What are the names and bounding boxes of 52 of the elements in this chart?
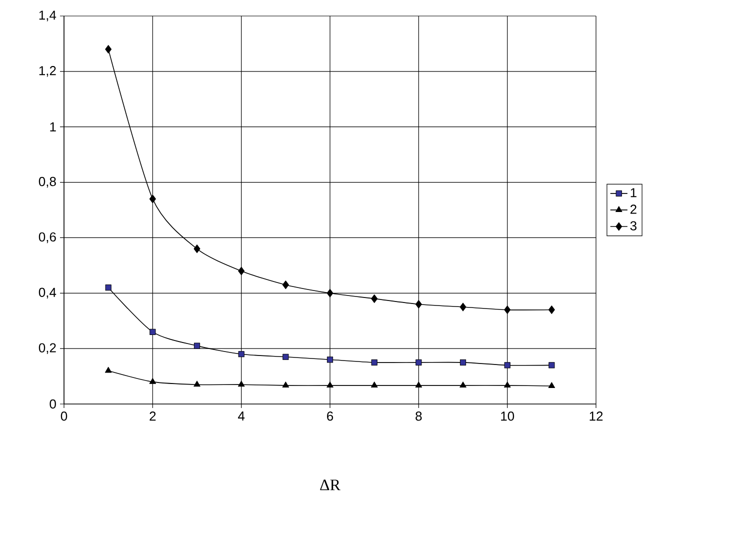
x-tick-label: 6 [327,412,334,421]
legend-label: 2 [630,204,636,214]
point [150,328,156,335]
point [460,359,466,366]
point [194,244,200,254]
point [238,266,245,276]
point [194,380,200,387]
legend-label: 3 [630,221,636,230]
point [282,354,289,360]
point [504,382,511,388]
point [104,366,112,373]
point [548,306,555,314]
x-tick-label: 10 [501,412,514,421]
point [326,382,334,388]
point [282,382,290,388]
point [105,45,112,54]
x-tick-label: 0 [60,412,68,421]
y-tick-label: 1,2 [39,66,56,77]
point [460,382,466,388]
point [149,378,156,384]
y-tick-label: 1 [50,122,56,132]
point [326,288,334,298]
point [371,294,378,303]
y-tick-label: 0,4 [38,288,56,299]
point [548,362,555,368]
point [504,362,510,368]
point [415,300,422,308]
point [504,306,511,314]
y-tick-label: 0,2 [38,343,56,354]
x-tick-label: 2 [150,412,156,421]
x-axis-title: ΔR [320,480,340,490]
y-tick-label: 0,8 [38,176,56,188]
point [416,359,422,366]
point [105,284,112,291]
point [415,382,422,388]
x-tick-label: 4 [238,412,245,420]
y-tick-label: 1,4 [39,10,56,22]
point [370,382,378,388]
y-tick-label: 0,6 [38,232,56,244]
point [238,380,245,387]
point [371,359,378,366]
x-tick-label: 8 [416,412,422,421]
point [460,302,466,312]
point [238,351,244,358]
point [326,356,334,363]
legend-label: 1 [630,188,636,198]
point [149,194,156,204]
point [548,382,556,388]
point [194,342,200,349]
point [282,280,289,290]
x-tick-label: 12 [590,412,603,421]
y-tick-label: 0 [50,399,56,409]
